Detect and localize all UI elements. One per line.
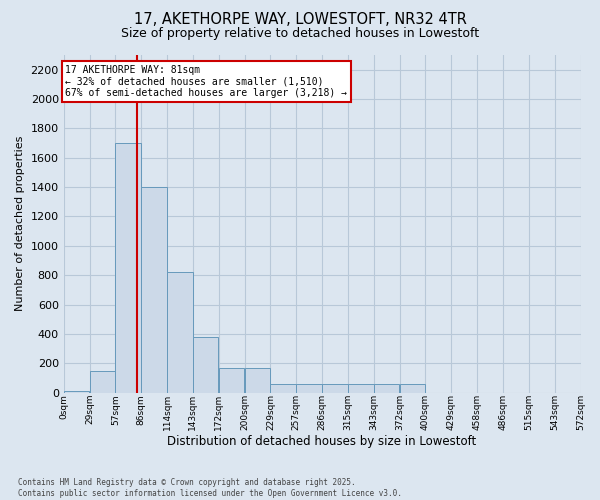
Text: Size of property relative to detached houses in Lowestoft: Size of property relative to detached ho… — [121, 28, 479, 40]
Bar — [245, 368, 270, 392]
Bar — [219, 368, 244, 392]
Bar — [141, 187, 167, 392]
Text: Contains HM Land Registry data © Crown copyright and database right 2025.
Contai: Contains HM Land Registry data © Crown c… — [18, 478, 402, 498]
Bar — [115, 143, 141, 392]
Text: 17 AKETHORPE WAY: 81sqm
← 32% of detached houses are smaller (1,510)
67% of semi: 17 AKETHORPE WAY: 81sqm ← 32% of detache… — [65, 66, 347, 98]
X-axis label: Distribution of detached houses by size in Lowestoft: Distribution of detached houses by size … — [167, 434, 477, 448]
Bar — [374, 384, 400, 392]
Y-axis label: Number of detached properties: Number of detached properties — [15, 136, 25, 312]
Bar — [322, 384, 347, 392]
Text: 17, AKETHORPE WAY, LOWESTOFT, NR32 4TR: 17, AKETHORPE WAY, LOWESTOFT, NR32 4TR — [134, 12, 466, 28]
Bar — [296, 384, 322, 392]
Bar — [167, 272, 193, 392]
Bar — [89, 370, 115, 392]
Bar — [64, 391, 89, 392]
Bar — [271, 384, 296, 392]
Bar — [193, 337, 218, 392]
Bar — [348, 384, 374, 392]
Bar — [400, 384, 425, 392]
